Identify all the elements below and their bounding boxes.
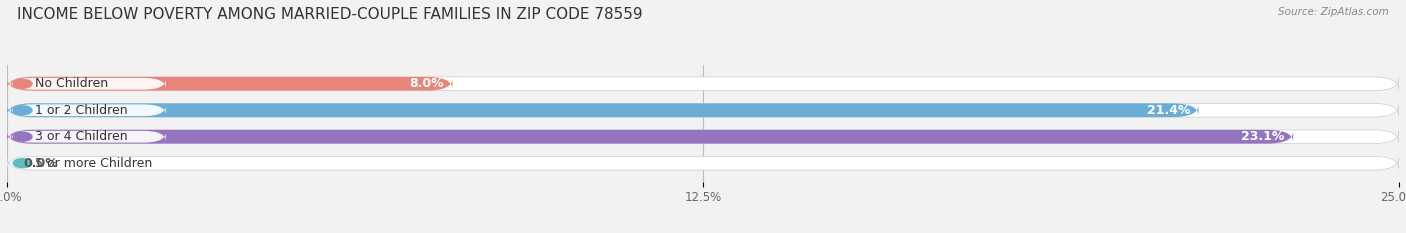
Text: 0.0%: 0.0%: [24, 157, 59, 170]
FancyBboxPatch shape: [7, 77, 453, 91]
Circle shape: [13, 79, 32, 88]
Text: 5 or more Children: 5 or more Children: [35, 157, 152, 170]
FancyBboxPatch shape: [10, 131, 166, 143]
FancyBboxPatch shape: [10, 104, 166, 116]
Circle shape: [13, 159, 32, 168]
FancyBboxPatch shape: [7, 103, 1399, 117]
Text: 21.4%: 21.4%: [1147, 104, 1191, 117]
FancyBboxPatch shape: [7, 130, 1399, 144]
Circle shape: [13, 132, 32, 141]
Circle shape: [13, 106, 32, 115]
FancyBboxPatch shape: [10, 78, 166, 90]
FancyBboxPatch shape: [7, 77, 1399, 91]
Text: Source: ZipAtlas.com: Source: ZipAtlas.com: [1278, 7, 1389, 17]
FancyBboxPatch shape: [7, 103, 1198, 117]
Text: No Children: No Children: [35, 77, 108, 90]
FancyBboxPatch shape: [10, 157, 166, 169]
Text: 8.0%: 8.0%: [409, 77, 444, 90]
Text: 23.1%: 23.1%: [1241, 130, 1285, 143]
Text: 1 or 2 Children: 1 or 2 Children: [35, 104, 128, 117]
Text: 3 or 4 Children: 3 or 4 Children: [35, 130, 128, 143]
FancyBboxPatch shape: [7, 156, 1399, 170]
FancyBboxPatch shape: [7, 130, 1294, 144]
Text: INCOME BELOW POVERTY AMONG MARRIED-COUPLE FAMILIES IN ZIP CODE 78559: INCOME BELOW POVERTY AMONG MARRIED-COUPL…: [17, 7, 643, 22]
